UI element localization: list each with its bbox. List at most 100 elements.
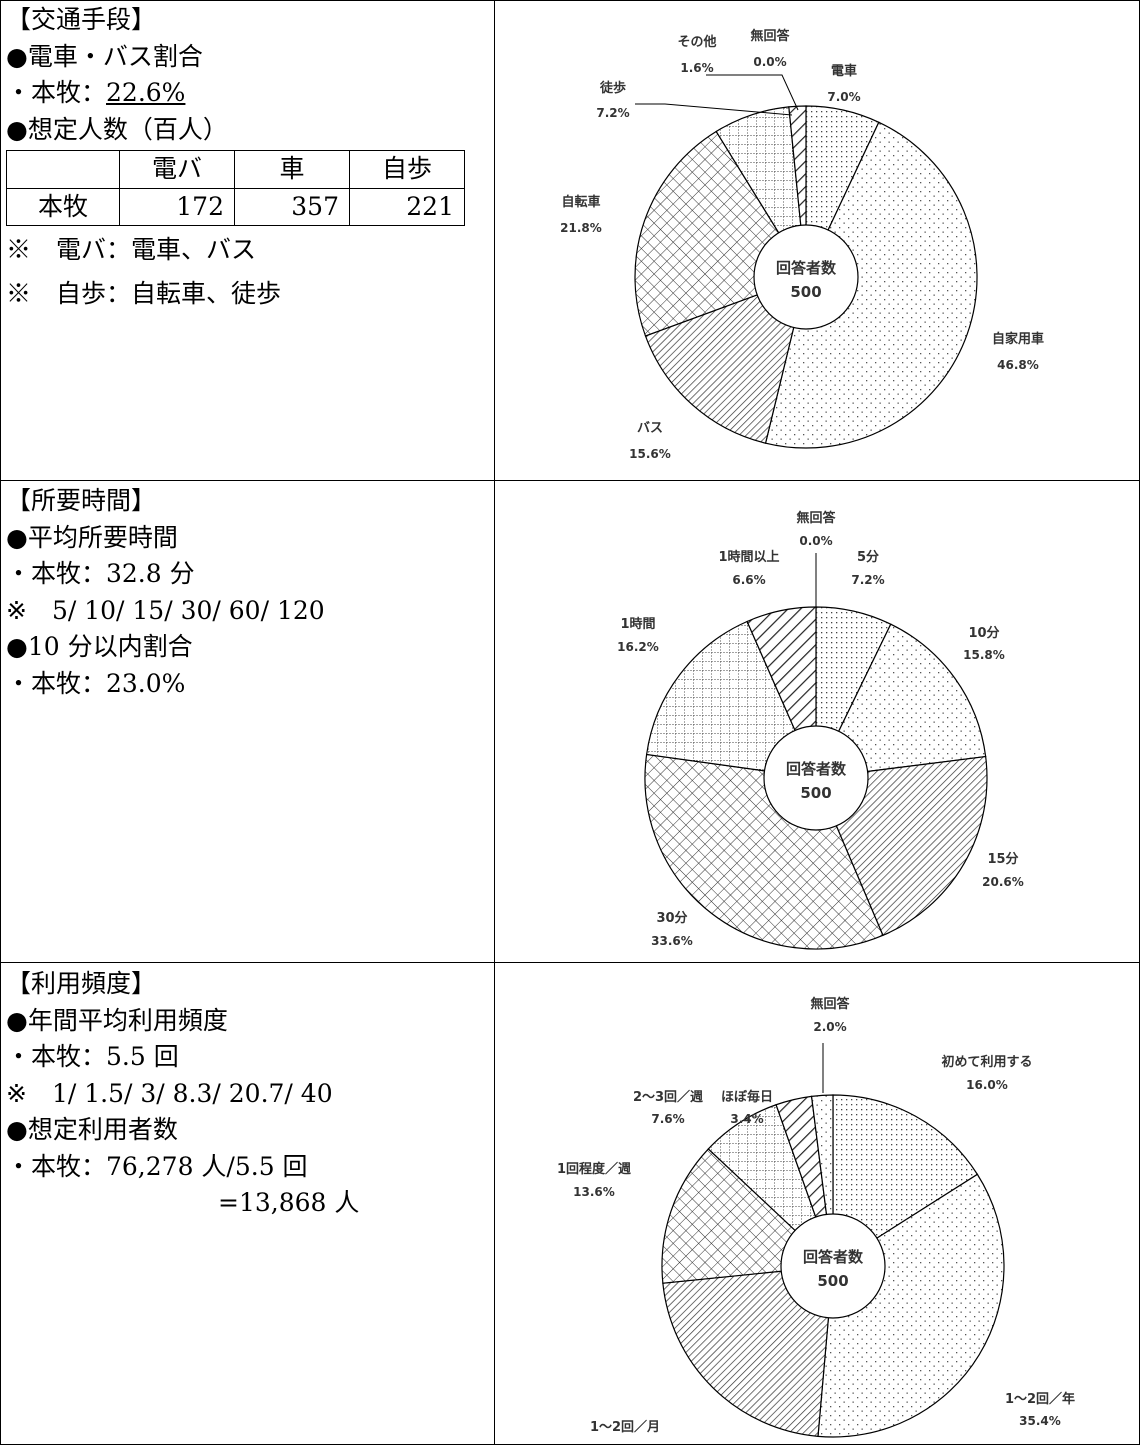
table-header-cell: 自歩 [349, 150, 465, 189]
center-label: 回答者数 [803, 1248, 864, 1266]
slice-value-label: 21.8% [560, 221, 602, 235]
value-label: ・本牧： [6, 78, 107, 107]
slice-category-label: 1～2回／年 [1005, 1391, 1075, 1407]
pie-slice [814, 623, 987, 779]
slice-category-label: 1回程度／週 [557, 1161, 631, 1177]
bullet-heading: ●平均所要時間 [6, 522, 178, 552]
pie-slice [817, 1173, 1005, 1438]
column-divider [494, 0, 495, 1445]
slice-category-label: 無回答 [750, 28, 790, 44]
bullet-heading: ●電車・バス割合 [6, 41, 203, 71]
pie-slice [764, 121, 978, 449]
frequency-pie-chart: 回答者数 500 初めて利用する 16.0% 1～2回／年 35.4% 1～2回／月 22.0… [557, 996, 1075, 1445]
slice-category-label: 10分 [968, 625, 999, 641]
value-line-continued: =13,868 人 [218, 1188, 360, 1217]
leader-line [635, 103, 793, 116]
slice-value-label: 2.0% [813, 1020, 846, 1034]
table-row: 本牧 172 357 221 [6, 187, 465, 226]
slice-value-label: 13.6% [573, 1185, 615, 1199]
slice-value-label: 15.6% [629, 447, 671, 461]
slice-value-label: 1.6% [680, 61, 713, 75]
slice-category-label: 自家用車 [992, 331, 1044, 347]
slice-category-label: 1時間 [620, 616, 655, 632]
slice-value-label: 46.8% [997, 358, 1039, 372]
value-line: ・本牧：5.5 回 [6, 1042, 179, 1071]
slice-category-label: 電車 [831, 63, 857, 79]
slice-value-label: 15.8% [963, 648, 1005, 662]
pie-center-hole [753, 224, 859, 330]
slice-category-label: 2～3回／週 [633, 1089, 703, 1105]
slice-category-label: 無回答 [796, 510, 836, 526]
slice-value-label: 7.2% [851, 573, 884, 587]
slice-value-label: 22.0% [604, 1443, 646, 1445]
row-divider [0, 962, 1140, 963]
note-line: ※ 電バ：電車、バス [6, 235, 257, 264]
slice-category-label: その他 [677, 34, 716, 50]
slice-category-label: 無回答 [810, 996, 850, 1012]
slice-category-label: 1時間以上 [718, 549, 779, 565]
section-transport-text: 【交通手段】 ●電車・バス割合 ・本牧：22.6% ●想定人数（百人） 電バ 車… [6, 2, 465, 312]
center-value: 500 [800, 784, 831, 802]
value-line: ・本牧：32.8 分 [6, 559, 195, 588]
row-divider [0, 480, 1140, 481]
slice-category-label: 初めて利用する [941, 1054, 1032, 1070]
slice-category-label: 15分 [987, 851, 1018, 867]
bullet-heading: ●想定利用者数 [6, 1115, 178, 1144]
section-time-text: 【所要時間】 ●平均所要時間 ・本牧：32.8 分 ※ 5/ 10/ 15/ 3… [6, 483, 325, 702]
value-underlined: 22.6% [106, 78, 186, 107]
table-header-cell: 電バ [119, 150, 235, 189]
table-header-cell: 車 [234, 150, 350, 189]
leader-line [706, 74, 799, 111]
section-title: 【交通手段】 [6, 5, 157, 34]
note-line: ※ 自歩：自転車、徒歩 [6, 278, 282, 308]
slice-value-label: 7.0% [827, 90, 860, 104]
section-title: 【利用頻度】 [6, 969, 157, 998]
section-title: 【所要時間】 [6, 486, 157, 515]
slice-value-label: 20.6% [982, 875, 1024, 889]
slice-category-label: ほぼ毎日 [721, 1089, 773, 1105]
value-line: ・本牧：23.0% [6, 668, 186, 698]
bullet-heading: ●年間平均利用頻度 [6, 1005, 228, 1035]
travel-time-pie-chart: 回答者数 500 5分 7.2% 10分 15.8% 15分 20.6% 30分 33.6% 1時間… [617, 510, 1024, 950]
center-label: 回答者数 [776, 259, 837, 277]
population-table: 電バ 車 自歩 本牧 172 357 221 [6, 150, 465, 226]
slice-category-label: 5分 [857, 549, 879, 565]
pie-slice [645, 620, 817, 779]
slice-value-label: 0.0% [799, 534, 832, 548]
slice-category-label: 1～2回／月 [590, 1419, 660, 1435]
pie-slice [832, 1094, 979, 1268]
slice-category-label: 30分 [656, 910, 687, 926]
pie-center-hole [763, 725, 869, 831]
transport-pie-chart: 回答者数 500 電車 7.0% 自家用車 46.8% バス 15.6% 自転車 21.8% 徒歩 7… [560, 28, 1044, 461]
section-frequency-text: 【利用頻度】 ●年間平均利用頻度 ・本牧：5.5 回 ※ 1/ 1.5/ 3/ … [6, 966, 359, 1222]
center-label: 回答者数 [786, 760, 847, 778]
slice-category-label: 自転車 [561, 194, 600, 210]
slice-value-label: 0.0% [753, 55, 786, 69]
table-cell: 357 [234, 187, 350, 226]
note-line: ※ 5/ 10/ 15/ 30/ 60/ 120 [6, 595, 325, 625]
value-line: ・本牧：22.6% [6, 75, 465, 112]
table-header-cell [6, 150, 120, 189]
table-cell: 172 [119, 187, 235, 226]
table-cell: 221 [349, 187, 465, 226]
note-line: ※ 1/ 1.5/ 3/ 8.3/ 20.7/ 40 [6, 1078, 333, 1108]
slice-value-label: 16.0% [966, 1078, 1008, 1092]
slice-value-label: 7.6% [651, 1112, 684, 1126]
slice-value-label: 6.6% [732, 573, 765, 587]
center-value: 500 [790, 283, 821, 301]
slice-value-label: 7.2% [596, 106, 629, 120]
slice-value-label: 3.4% [730, 1112, 763, 1126]
slice-value-label: 16.2% [617, 640, 659, 654]
slice-value-label: 33.6% [651, 934, 693, 948]
pie-slice [662, 1265, 834, 1437]
value-line: ・本牧：76,278 人/5.5 回 [6, 1151, 308, 1181]
slice-category-label: 徒歩 [599, 80, 626, 96]
table-header-row: 電バ 車 自歩 [6, 150, 465, 189]
bullet-heading: ●想定人数（百人） [6, 114, 228, 144]
center-value: 500 [817, 1272, 848, 1290]
pie-slice [644, 276, 807, 444]
table-cell: 本牧 [6, 187, 120, 226]
slice-category-label: バス [637, 421, 663, 436]
slice-value-label: 35.4% [1019, 1414, 1061, 1428]
pie-center-hole [780, 1213, 886, 1319]
